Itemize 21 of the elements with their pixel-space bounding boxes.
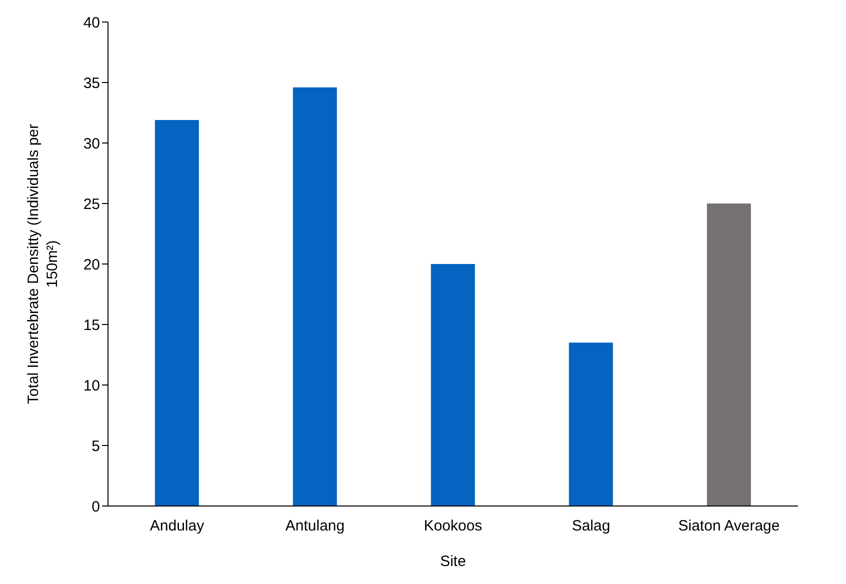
y-tick-label: 30: [83, 135, 100, 152]
y-tick-label: 10: [83, 377, 100, 394]
bar: [568, 342, 613, 506]
x-tick-label: Kookoos: [424, 518, 482, 535]
y-tick-label: 20: [83, 256, 100, 274]
x-tick-label: Siaton Average: [678, 518, 780, 535]
x-axis-title: Site: [440, 553, 466, 570]
y-tick-label: 35: [83, 74, 100, 92]
y-tick-label: 5: [92, 438, 100, 455]
bar: [706, 204, 751, 506]
y-tick-label: 25: [83, 196, 100, 213]
x-tick-label: Antulang: [285, 518, 345, 535]
y-tick-label: 40: [83, 14, 100, 32]
y-axis-title: Total Invertebrate Densitty (Individuals per 150m²): [25, 124, 61, 404]
x-tick-label: Salag: [572, 518, 610, 535]
y-tick-label: 0: [92, 498, 100, 516]
bar: [154, 120, 199, 506]
x-tick-label: Andulay: [150, 518, 205, 535]
bar: [292, 87, 337, 506]
y-tick-label: 15: [83, 316, 100, 334]
bar: [430, 264, 475, 506]
